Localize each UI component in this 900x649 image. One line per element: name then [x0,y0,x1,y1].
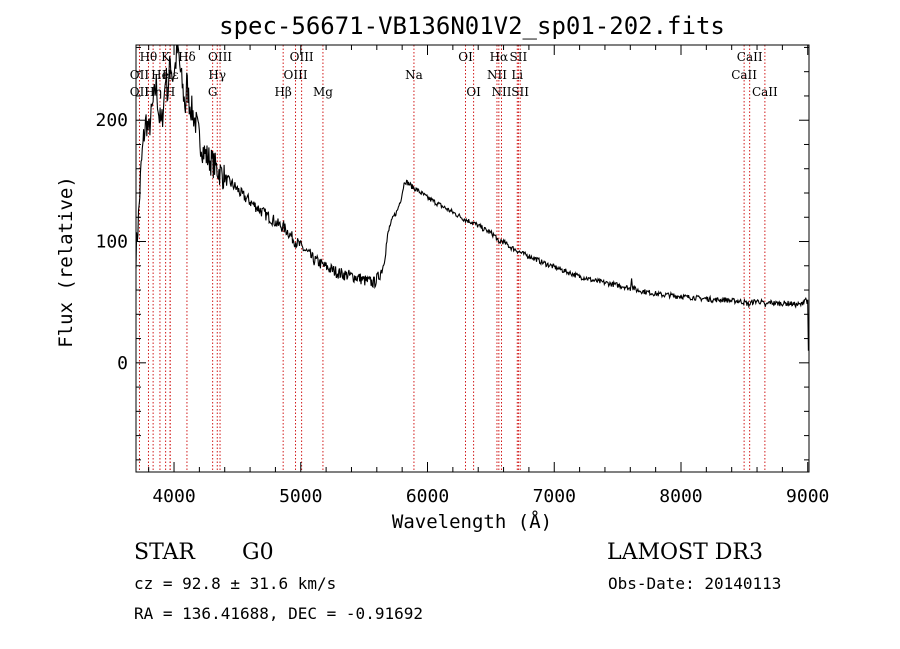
x-tick-label: 9000 [786,486,829,507]
spectral-line-label: K [161,50,171,64]
y-tick-label: 200 [95,110,128,131]
spectral-line-label: OI [466,85,481,99]
object-class: STAR [134,540,196,565]
spectral-line-label: CaII [731,68,757,82]
obs-date: Obs-Date: 20140113 [608,574,781,593]
x-tick-label: 6000 [406,486,449,507]
y-axis-ticks: 0 100 200 [95,46,809,461]
x-tick-label: 8000 [659,486,702,507]
coordinates-text: RA = 136.41688, DEC = -0.91692 [134,604,423,623]
velocity-text: cz = 92.8 ± 31.6 km/s [134,574,336,593]
spectral-line-label: Hγ [208,68,226,82]
x-tick-label: 7000 [533,486,576,507]
spectral-line-label: SII [510,50,528,64]
x-tick-label: 4000 [152,486,195,507]
spectral-line-label: Hδ [178,50,196,64]
spectral-line-label: NII [487,68,507,82]
spectral-line-label: NII [492,85,512,99]
spectral-line-label: Hα [490,50,509,64]
spectral-line-label: OI [458,50,473,64]
spectral-line-label: He [151,68,169,82]
object-subclass: G0 [242,540,274,565]
spectral-line-label: CaII [737,50,763,64]
spectral-line-label: G [208,85,218,99]
spectral-line-label: OIII [290,50,314,64]
spectral-line-label: Hβ [274,85,291,99]
x-axis-label: Wavelength (Å) [392,510,552,533]
spectral-line-label: CaII [752,85,778,99]
plot-frame [135,44,810,473]
spectral-line-label: Hθ [140,50,158,64]
spectral-line-label: OIII [208,50,232,64]
spectral-line-label: Na [405,68,423,82]
spectral-line-label: H [165,85,175,99]
x-axis-ticks: 4000 5000 6000 7000 8000 9000 [148,45,829,507]
y-tick-label: 0 [117,353,128,374]
spectrum-line [135,44,809,351]
survey-name: LAMOST DR3 [607,540,763,565]
chart-title: spec-56671-VB136N01V2_sp01-202.fits [219,12,725,40]
spectral-line-label: Li [511,68,523,82]
spectral-line-label: OIII [284,68,308,82]
y-axis-label: Flux (relative) [55,176,77,348]
spectral-line-markers [138,45,766,472]
y-tick-label: 100 [95,232,128,253]
spectral-line-label: SII [511,85,529,99]
spectral-line-label: Mg [313,85,333,99]
spectral-line-label: OII [130,68,150,82]
spectral-line-label: OII [130,85,150,99]
x-tick-label: 5000 [279,486,322,507]
